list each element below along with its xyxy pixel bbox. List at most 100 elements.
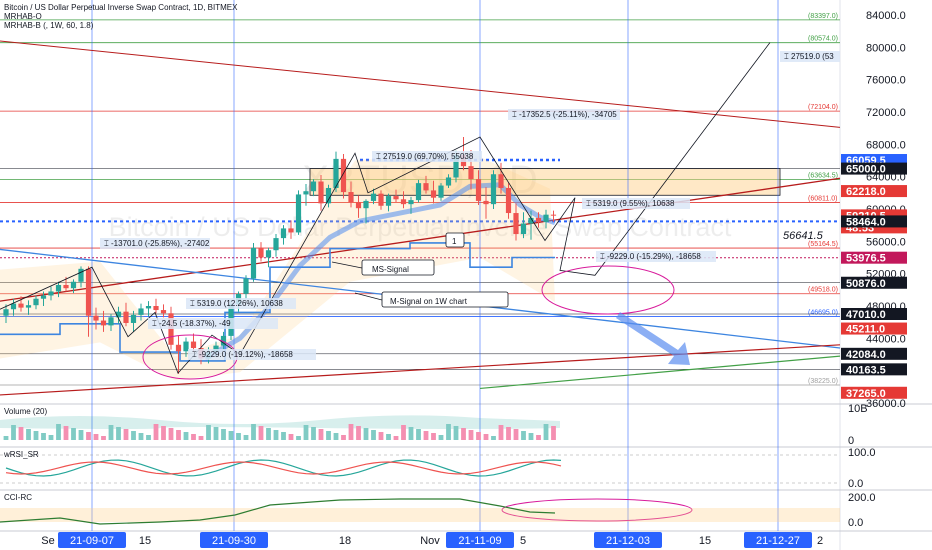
ellipse-cci[interactable] <box>501 498 693 522</box>
measure-box[interactable] <box>100 238 210 249</box>
candle-body <box>513 213 519 235</box>
volume-bar <box>333 433 339 440</box>
candle-body <box>258 247 264 258</box>
time-tick-label: 2 <box>817 535 823 547</box>
big-blue-arrow[interactable] <box>616 312 690 365</box>
measure-box[interactable] <box>188 349 316 360</box>
trend-line-lower-green[interactable] <box>479 355 841 390</box>
candle-body <box>490 174 497 205</box>
price-badge[interactable] <box>841 251 907 264</box>
price-badge[interactable] <box>841 308 907 321</box>
resistance-box[interactable] <box>309 168 781 196</box>
volume-bar <box>431 433 436 440</box>
volume-bar <box>453 426 459 440</box>
cci-tick: 200.0 <box>848 492 876 504</box>
trend-line-upper[interactable] <box>0 40 841 128</box>
price-badge-label: 45211.0 <box>846 324 885 336</box>
measure-box[interactable] <box>582 198 690 209</box>
volume-bar <box>513 429 519 440</box>
date-badge[interactable] <box>200 532 268 548</box>
rsi-pane: wRSI_SR 100.0 0.0 <box>0 447 876 490</box>
date-badge-label: 21-12-27 <box>756 535 800 547</box>
candle-body <box>550 214 557 216</box>
candle-body <box>535 217 542 222</box>
indicator-label-mrhab-b[interactable]: MRHAB-B (, 1W, 60, 1.8) <box>4 21 94 30</box>
candle-body <box>78 268 84 282</box>
volume-bar <box>108 425 114 440</box>
price-badge[interactable] <box>841 347 907 360</box>
indicator-label-mrhab-o[interactable]: MRHAB-O <box>4 12 42 21</box>
candle-body <box>348 192 354 203</box>
candle-body <box>175 344 182 352</box>
candle-body <box>340 158 347 193</box>
candle-body <box>250 247 257 279</box>
price-badge-label: 53976.5 <box>846 253 886 265</box>
volume-bar <box>401 425 406 440</box>
price-badge[interactable] <box>841 386 907 399</box>
volume-pane: Volume (20) 10B 0 <box>0 403 868 447</box>
volume-tick: 10B <box>848 403 868 415</box>
measure-box[interactable] <box>596 251 716 262</box>
volume-bar <box>266 428 271 440</box>
price-badge[interactable] <box>841 215 907 228</box>
measure-box[interactable] <box>148 318 278 329</box>
volume-bar <box>303 425 309 440</box>
candle-body <box>385 196 392 206</box>
price-tick-label: 76000.0 <box>866 75 906 87</box>
volume-bar <box>356 426 361 440</box>
candle-body <box>100 320 107 326</box>
callout-box-1[interactable] <box>445 232 465 248</box>
price-badge[interactable] <box>841 185 907 198</box>
trend-line-lower-red[interactable] <box>0 344 841 396</box>
candle-body <box>370 193 377 201</box>
m-signal-1w-line[interactable] <box>0 242 555 362</box>
time-axis: Se 21-09-07 15 21-09-30 18 Nov 21-11-09 5 21-12-… <box>41 532 823 548</box>
volume-bar <box>236 433 241 440</box>
price-badge[interactable] <box>841 322 907 335</box>
candle-body <box>145 306 152 309</box>
candle-body <box>333 158 339 188</box>
ellipse-dec-projection[interactable] <box>541 265 675 315</box>
volume-bar <box>341 435 346 440</box>
price-badge[interactable] <box>841 162 907 175</box>
measure-box[interactable] <box>186 298 296 309</box>
candle-body <box>393 196 399 200</box>
date-badge[interactable] <box>594 532 662 548</box>
price-badge-label: 47010.0 <box>846 309 886 321</box>
callout-m-signal-1w[interactable] <box>381 291 509 308</box>
candle-body <box>528 217 534 224</box>
callout-ms-signal[interactable] <box>361 259 435 276</box>
date-badge[interactable] <box>446 532 514 548</box>
volume-bar <box>258 426 264 440</box>
measure-box[interactable] <box>780 51 840 62</box>
projection-zigzag[interactable] <box>0 42 771 374</box>
measure-box[interactable] <box>508 109 620 120</box>
candle-body <box>475 179 482 201</box>
volume-bar <box>543 424 549 440</box>
date-badge[interactable] <box>744 532 812 548</box>
price-badge[interactable] <box>841 276 907 289</box>
candle-body <box>10 303 17 310</box>
date-badge[interactable] <box>58 532 126 548</box>
measure-box[interactable] <box>372 151 482 162</box>
fib-level-label: (38225.0) <box>808 378 838 385</box>
chart-title[interactable]: Bitcoin / US Dollar Perpetual Inverse Sw… <box>4 3 238 12</box>
candle-body <box>288 228 294 233</box>
volume-bar <box>498 425 504 440</box>
measure-label: ⌶ 27519.0 (69.70%), 55038 <box>376 152 474 161</box>
candles <box>3 137 557 374</box>
volume-bar <box>371 430 376 440</box>
price-badge[interactable] <box>841 363 907 376</box>
volume-bar <box>183 432 189 440</box>
volume-bar <box>326 431 331 440</box>
fib-level-label: (72104.0) <box>808 104 838 111</box>
callout-ms-pointer <box>331 261 363 269</box>
trend-line-mid[interactable] <box>0 177 841 302</box>
price-badge-label: 62218.0 <box>846 186 886 198</box>
volume-bar <box>33 431 39 440</box>
fib-levels: (83397.0) (80574.0) (72104.0) (63634.5) (608… <box>0 13 840 386</box>
candle-body <box>423 183 429 191</box>
measure-label: ⌶ 5319.0 (12.26%), 10638 <box>190 299 283 308</box>
measure-label: ⌶ -24.5 (-18.37%), -49 <box>152 319 231 328</box>
